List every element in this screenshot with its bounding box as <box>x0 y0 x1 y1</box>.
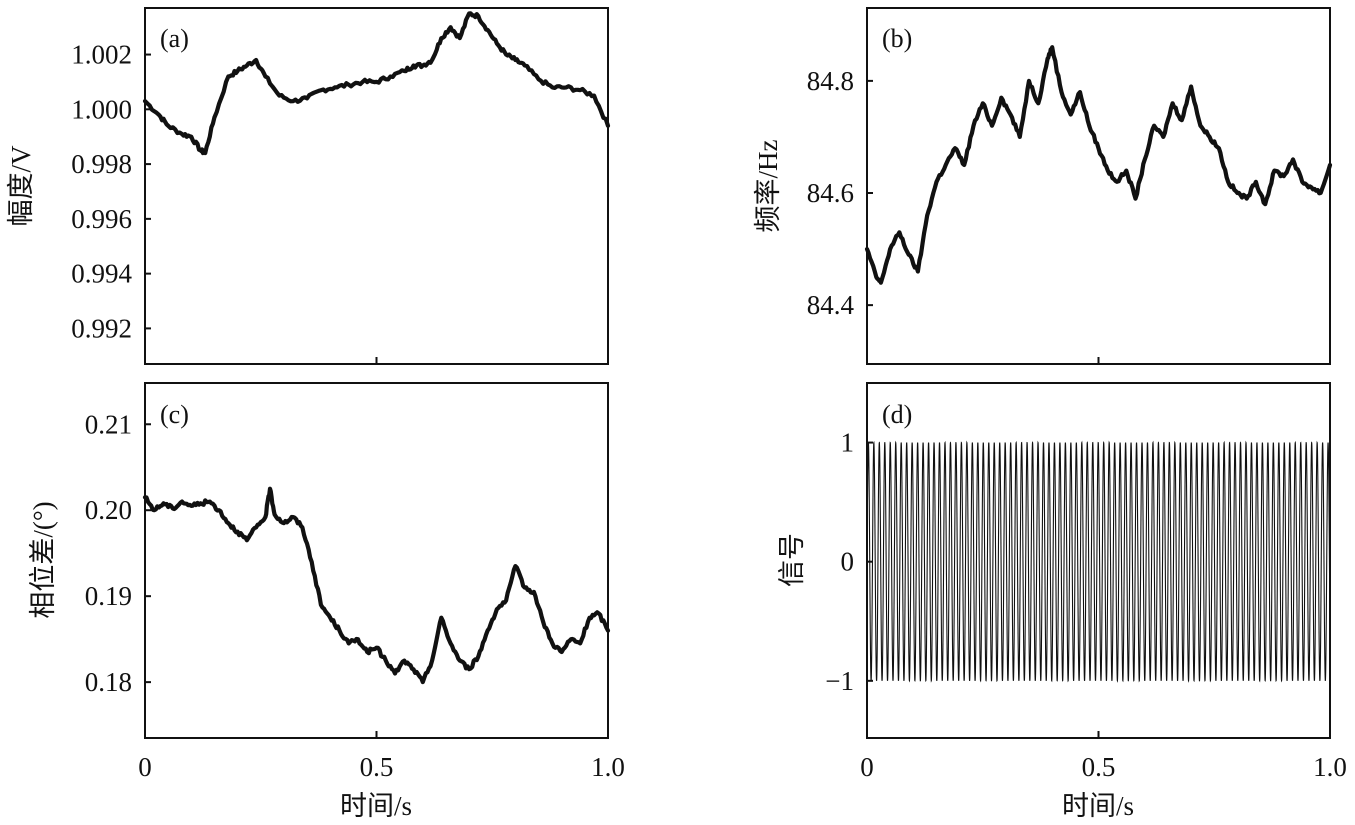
panel-a-y-tick-label: 1.000 <box>71 94 132 124</box>
panel-b-y-tick-label: 84.6 <box>807 178 854 208</box>
panel-c-series-line <box>142 486 611 685</box>
panel-a-y-axis-title: 幅度/V <box>6 145 36 227</box>
panel-a-frame <box>144 7 609 365</box>
panel-d-x-tick-label: 1.0 <box>1313 752 1347 782</box>
panel-a-y-tick-label: 0.992 <box>71 313 132 343</box>
panel-d-label: (d) <box>882 400 912 429</box>
panel-c-y-tick-label: 0.21 <box>85 409 132 439</box>
panel-b-label: (b) <box>882 24 912 53</box>
panel-b-frequency: (b) 频率/Hz 84.4 84.6 84.8 <box>753 7 1333 365</box>
panel-a-label: (a) <box>160 24 189 53</box>
panel-a-amplitude: (a) 幅度/V 0.992 0.994 0.996 0.998 1.000 1.002 <box>6 7 611 365</box>
panel-a-y-tick-label: 0.996 <box>71 204 132 234</box>
panel-b-y-tick-label: 84.8 <box>807 66 854 96</box>
panel-c-y-tick-label: 0.19 <box>85 581 132 611</box>
panel-a-y-tick-label: 1.002 <box>71 40 132 70</box>
panel-c-y-tick-label: 0.18 <box>85 667 132 697</box>
panel-a-plot-area <box>142 11 611 156</box>
panel-c-x-tick-label: 0 <box>138 752 152 782</box>
panel-c-frame <box>144 382 609 739</box>
panel-c-phase-difference: (c) 相位差/(°) 时间/s 0.18 0.19 0.20 0.21 0 0.5 1.0 <box>28 382 625 821</box>
panel-d-x-tick-label: 0 <box>860 752 874 782</box>
panel-d-signal: (d) 信号 时间/s −1 0 1 0 0.5 1.0 <box>777 382 1347 821</box>
panel-d-plot-area <box>866 440 1331 683</box>
panel-b-y-tick-label: 84.4 <box>807 290 855 320</box>
panel-d-y-tick-label: 1 <box>841 428 855 458</box>
panel-d-x-axis-title: 时间/s <box>1062 791 1134 821</box>
panel-d-y-tick-label: −1 <box>825 666 854 696</box>
panel-c-x-axis-title: 时间/s <box>340 791 412 821</box>
panel-c-x-tick-label: 0.5 <box>360 752 394 782</box>
panel-d-y-axis-title: 信号 <box>777 533 807 587</box>
panel-c-y-tick-label: 0.20 <box>85 495 132 525</box>
panel-d-x-tick-label: 0.5 <box>1082 752 1116 782</box>
panel-c-plot-area <box>142 486 611 685</box>
panel-b-plot-area <box>864 45 1333 285</box>
panel-d-signal-line <box>866 440 1331 683</box>
panel-d-y-tick-label: 0 <box>841 547 855 577</box>
panel-b-series-line <box>864 45 1333 285</box>
panel-a-y-tick-label: 0.994 <box>71 259 132 289</box>
panel-a-series-line <box>142 11 611 156</box>
panel-c-x-tick-label: 1.0 <box>591 752 625 782</box>
panel-c-y-axis-title: 相位差/(°) <box>28 501 58 618</box>
panel-b-y-axis-title: 频率/Hz <box>753 139 783 232</box>
panel-a-y-tick-label: 0.998 <box>71 149 132 179</box>
panel-c-label: (c) <box>160 400 189 429</box>
